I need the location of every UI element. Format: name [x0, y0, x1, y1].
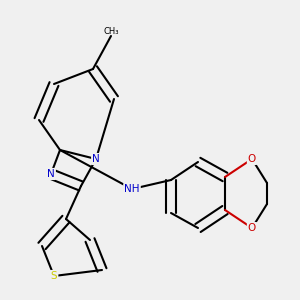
Text: N: N — [92, 154, 100, 164]
Text: N: N — [47, 169, 55, 179]
Text: O: O — [248, 154, 256, 164]
Text: CH₃: CH₃ — [103, 27, 119, 36]
Text: O: O — [248, 223, 256, 233]
Text: NH: NH — [124, 184, 140, 194]
Text: S: S — [51, 271, 57, 281]
